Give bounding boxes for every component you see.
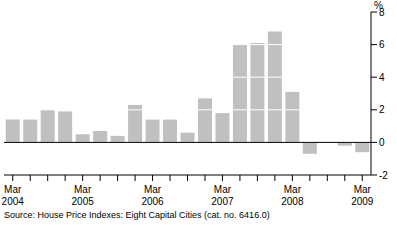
svg-text:-2: -2 (379, 170, 388, 181)
svg-text:6: 6 (379, 39, 385, 50)
svg-text:2: 2 (379, 104, 385, 115)
svg-text:0: 0 (379, 137, 385, 148)
svg-text:2008: 2008 (281, 196, 304, 205)
svg-text:Mar: Mar (214, 184, 232, 195)
svg-text:8: 8 (379, 7, 385, 18)
svg-text:Mar: Mar (144, 184, 162, 195)
svg-text:Mar: Mar (354, 184, 372, 195)
svg-text:2006: 2006 (141, 196, 164, 205)
svg-text:2007: 2007 (211, 196, 234, 205)
svg-text:2005: 2005 (72, 196, 95, 205)
svg-text:Mar: Mar (8, 184, 22, 195)
svg-text:4: 4 (379, 72, 385, 83)
svg-text:Mar: Mar (74, 184, 92, 195)
svg-text:2009: 2009 (351, 196, 374, 205)
html-text:Source: House Price Indexes: E: Source: House Price Indexes: Eight Capit… (4, 210, 270, 220)
svg-text:Mar: Mar (284, 184, 302, 195)
svg-text:2004: 2004 (8, 196, 24, 205)
